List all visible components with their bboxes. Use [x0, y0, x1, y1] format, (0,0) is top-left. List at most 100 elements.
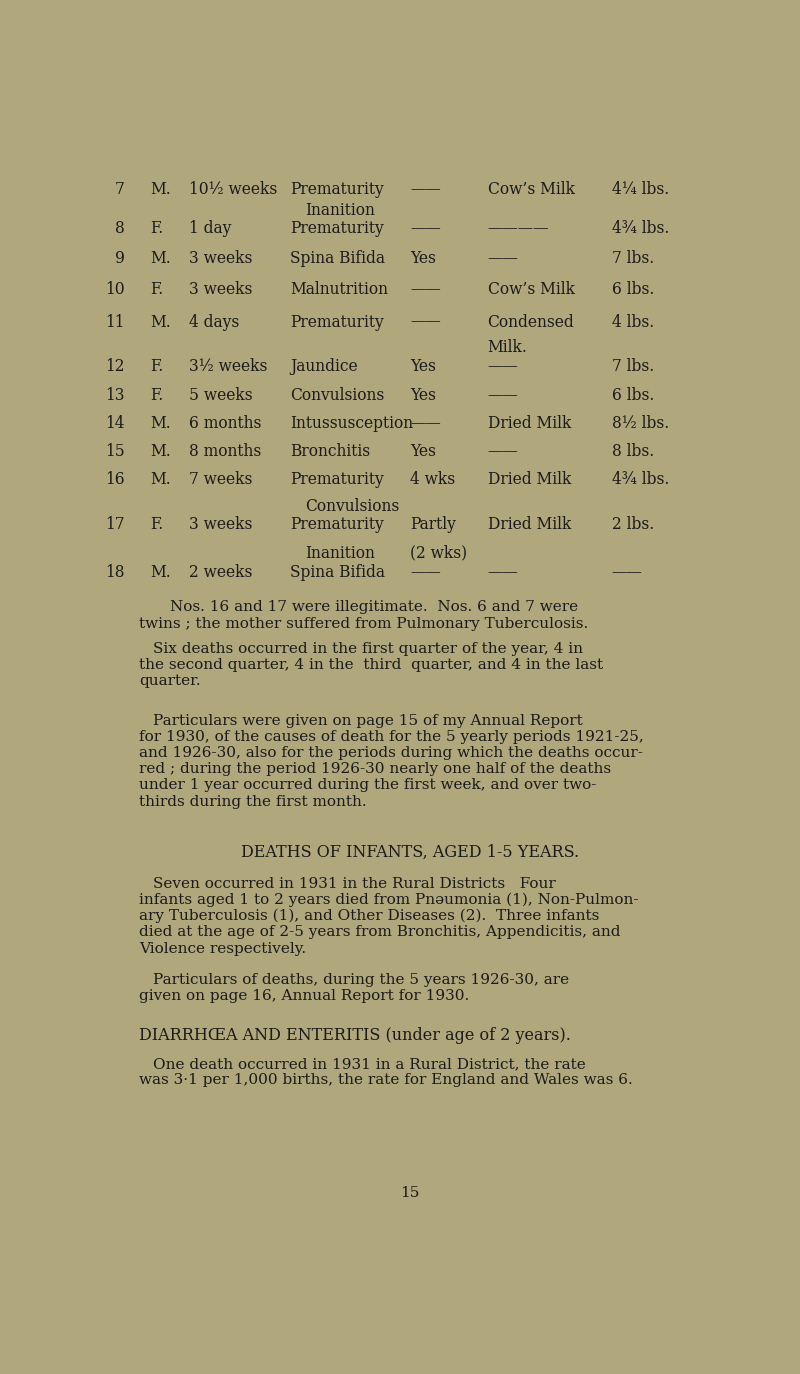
Text: 7 lbs.: 7 lbs.	[611, 250, 654, 268]
Text: 7: 7	[115, 181, 125, 198]
Text: Prematurity: Prematurity	[290, 517, 384, 533]
Text: 3 weeks: 3 weeks	[189, 282, 253, 298]
Text: 7 weeks: 7 weeks	[189, 471, 253, 488]
Text: thirds during the first month.: thirds during the first month.	[138, 794, 366, 808]
Text: 2 lbs.: 2 lbs.	[611, 517, 654, 533]
Text: Particulars were given on page 15 of my Annual Report: Particulars were given on page 15 of my …	[153, 713, 582, 728]
Text: ——: ——	[410, 313, 441, 331]
Text: 8: 8	[115, 220, 125, 236]
Text: M.: M.	[150, 250, 171, 268]
Text: F.: F.	[150, 359, 164, 375]
Text: Yes: Yes	[410, 442, 436, 460]
Text: Dried Milk: Dried Milk	[487, 517, 571, 533]
Text: ——: ——	[487, 250, 518, 268]
Text: ————: ————	[487, 220, 549, 236]
Text: 14: 14	[106, 415, 125, 433]
Text: 17: 17	[106, 517, 125, 533]
Text: M.: M.	[150, 471, 171, 488]
Text: Jaundice: Jaundice	[290, 359, 358, 375]
Text: F.: F.	[150, 220, 164, 236]
Text: 5 weeks: 5 weeks	[189, 386, 253, 404]
Text: 1 day: 1 day	[189, 220, 231, 236]
Text: ——: ——	[487, 442, 518, 460]
Text: red ; during the period 1926-30 nearly one half of the deaths: red ; during the period 1926-30 nearly o…	[138, 763, 611, 776]
Text: Dried Milk: Dried Milk	[487, 415, 571, 433]
Text: 3 weeks: 3 weeks	[189, 517, 253, 533]
Text: ——: ——	[410, 415, 441, 433]
Text: Cow’s Milk: Cow’s Milk	[487, 181, 574, 198]
Text: Inanition: Inanition	[306, 202, 375, 218]
Text: M.: M.	[150, 181, 171, 198]
Text: Dried Milk: Dried Milk	[487, 471, 571, 488]
Text: Prematurity: Prematurity	[290, 313, 384, 331]
Text: 4¾ lbs.: 4¾ lbs.	[611, 471, 669, 488]
Text: died at the age of 2-5 years from Bronchitis, Appendicitis, and: died at the age of 2-5 years from Bronch…	[138, 926, 620, 940]
Text: ——: ——	[410, 282, 441, 298]
Text: Yes: Yes	[410, 359, 436, 375]
Text: M.: M.	[150, 415, 171, 433]
Text: Six deaths occurred in the first quarter of the year, 4 in: Six deaths occurred in the first quarter…	[153, 642, 582, 655]
Text: 4 wks: 4 wks	[410, 471, 455, 488]
Text: Condensed: Condensed	[487, 313, 574, 331]
Text: 6 lbs.: 6 lbs.	[611, 386, 654, 404]
Text: 15: 15	[105, 442, 125, 460]
Text: Inanition: Inanition	[306, 544, 375, 562]
Text: Cow’s Milk: Cow’s Milk	[487, 282, 574, 298]
Text: infants aged 1 to 2 years died from Pnəumonia (1), Non-Pulmon-: infants aged 1 to 2 years died from Pnəu…	[138, 893, 638, 907]
Text: Malnutrition: Malnutrition	[290, 282, 388, 298]
Text: Milk.: Milk.	[487, 339, 527, 356]
Text: ——: ——	[487, 386, 518, 404]
Text: M.: M.	[150, 563, 171, 581]
Text: Convulsions: Convulsions	[290, 386, 384, 404]
Text: 4¼ lbs.: 4¼ lbs.	[611, 181, 669, 198]
Text: ——: ——	[487, 359, 518, 375]
Text: Spina Bifida: Spina Bifida	[290, 563, 385, 581]
Text: Yes: Yes	[410, 250, 436, 268]
Text: and 1926-30, also for the periods during which the deaths occur-: and 1926-30, also for the periods during…	[138, 746, 642, 760]
Text: 2 weeks: 2 weeks	[189, 563, 253, 581]
Text: 3 weeks: 3 weeks	[189, 250, 253, 268]
Text: One death occurred in 1931 in a Rural District, the rate: One death occurred in 1931 in a Rural Di…	[153, 1057, 586, 1072]
Text: 4 lbs.: 4 lbs.	[611, 313, 654, 331]
Text: 8 months: 8 months	[189, 442, 262, 460]
Text: Prematurity: Prematurity	[290, 220, 384, 236]
Text: was 3·1 per 1,000 births, the rate for England and Wales was 6.: was 3·1 per 1,000 births, the rate for E…	[138, 1073, 633, 1087]
Text: ——: ——	[410, 220, 441, 236]
Text: 16: 16	[105, 471, 125, 488]
Text: F.: F.	[150, 282, 164, 298]
Text: Partly: Partly	[410, 517, 456, 533]
Text: M.: M.	[150, 442, 171, 460]
Text: Convulsions: Convulsions	[306, 499, 400, 515]
Text: 10: 10	[105, 282, 125, 298]
Text: 10½ weeks: 10½ weeks	[189, 181, 278, 198]
Text: under 1 year occurred during the first week, and over two-: under 1 year occurred during the first w…	[138, 778, 596, 793]
Text: ——: ——	[487, 563, 518, 581]
Text: 8 lbs.: 8 lbs.	[611, 442, 654, 460]
Text: DIARRHŒA AND ENTERITIS (under age of 2 years).: DIARRHŒA AND ENTERITIS (under age of 2 y…	[138, 1026, 570, 1044]
Text: 6 lbs.: 6 lbs.	[611, 282, 654, 298]
Text: DEATHS OF INFANTS, AGED 1-5 YEARS.: DEATHS OF INFANTS, AGED 1-5 YEARS.	[241, 844, 579, 860]
Text: Yes: Yes	[410, 386, 436, 404]
Text: 18: 18	[106, 563, 125, 581]
Text: Spina Bifida: Spina Bifida	[290, 250, 385, 268]
Text: Particulars of deaths, during the 5 years 1926-30, are: Particulars of deaths, during the 5 year…	[153, 973, 569, 987]
Text: Prematurity: Prematurity	[290, 471, 384, 488]
Text: F.: F.	[150, 386, 164, 404]
Text: 15: 15	[400, 1186, 420, 1200]
Text: given on page 16, Annual Report for 1930.: given on page 16, Annual Report for 1930…	[138, 989, 469, 1003]
Text: 9: 9	[115, 250, 125, 268]
Text: 12: 12	[106, 359, 125, 375]
Text: 7 lbs.: 7 lbs.	[611, 359, 654, 375]
Text: 11: 11	[106, 313, 125, 331]
Text: ary Tuberculosis (1), and Other Diseases (2).  Three infants: ary Tuberculosis (1), and Other Diseases…	[138, 908, 599, 923]
Text: F.: F.	[150, 517, 164, 533]
Text: 13: 13	[106, 386, 125, 404]
Text: Nos. 16 and 17 were illegitimate.  Nos. 6 and 7 were: Nos. 16 and 17 were illegitimate. Nos. 6…	[170, 600, 578, 614]
Text: ——: ——	[611, 563, 642, 581]
Text: 4 days: 4 days	[189, 313, 239, 331]
Text: Violence respectively.: Violence respectively.	[138, 941, 306, 955]
Text: 3½ weeks: 3½ weeks	[189, 359, 267, 375]
Text: Intussusception: Intussusception	[290, 415, 413, 433]
Text: the second quarter, 4 in the  third  quarter, and 4 in the last: the second quarter, 4 in the third quart…	[138, 658, 603, 672]
Text: 4¾ lbs.: 4¾ lbs.	[611, 220, 669, 236]
